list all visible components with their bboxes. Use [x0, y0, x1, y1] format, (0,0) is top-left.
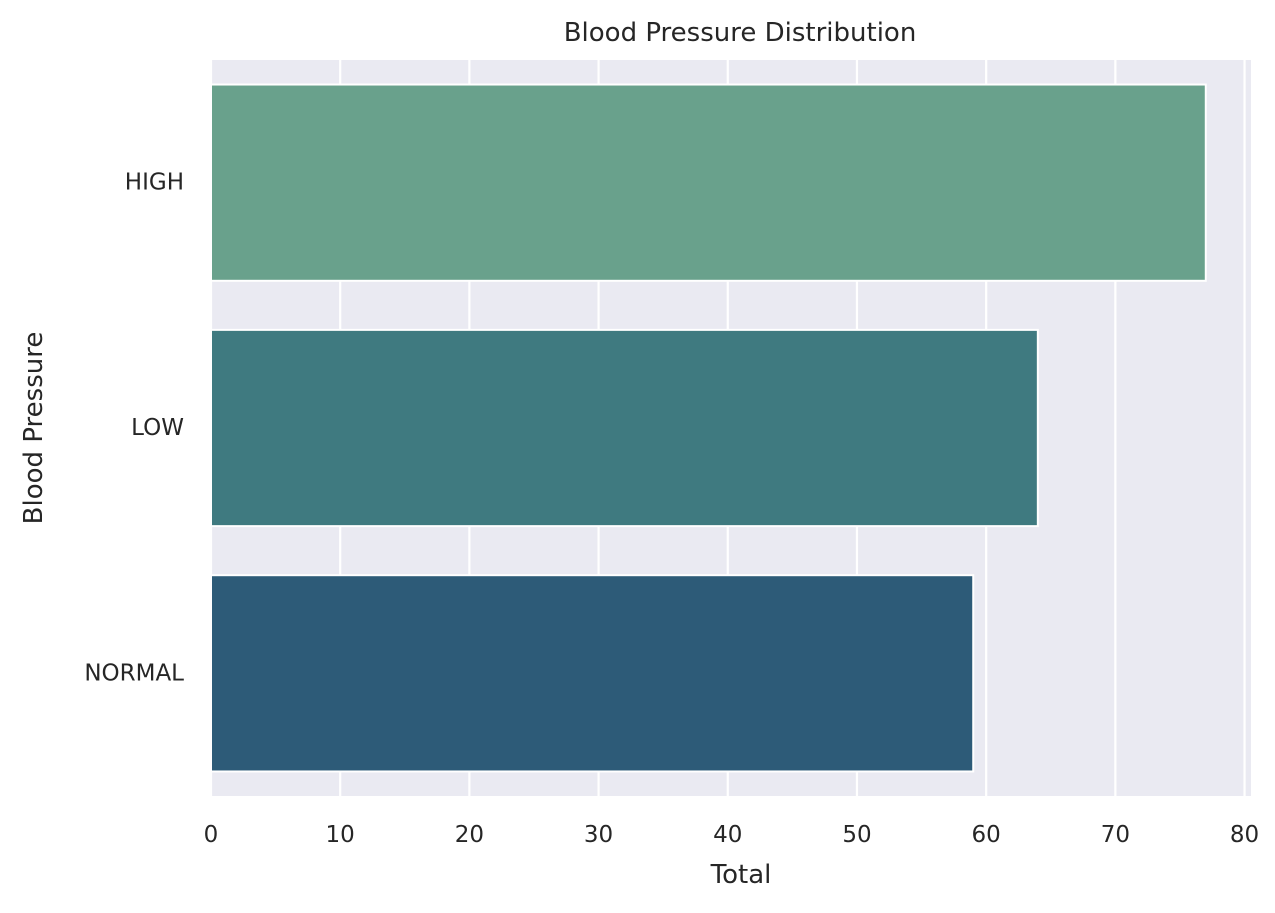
bar-normal — [210, 574, 975, 773]
x-tick-label: 10 — [326, 822, 355, 848]
x-tick-label: 40 — [713, 822, 742, 848]
x-tick-label: 0 — [204, 822, 219, 848]
y-tick-label: HIGH — [125, 170, 184, 196]
bar-low — [210, 328, 1039, 528]
bars-group — [210, 83, 1207, 773]
x-tick-labels: 0 10 20 30 40 50 60 70 80 — [204, 822, 1260, 848]
y-tick-labels: HIGH LOW NORMAL — [84, 170, 184, 687]
bar-high — [210, 83, 1207, 282]
y-tick-label: NORMAL — [84, 660, 184, 686]
x-tick-label: 70 — [1101, 822, 1130, 848]
y-axis-label: Blood Pressure — [19, 332, 49, 525]
x-tick-label: 80 — [1230, 822, 1259, 848]
x-tick-label: 60 — [972, 822, 1001, 848]
chart-title: Blood Pressure Distribution — [564, 18, 917, 48]
x-tick-label: 50 — [842, 822, 871, 848]
x-tick-label: 30 — [584, 822, 613, 848]
x-tick-label: 20 — [455, 822, 484, 848]
x-axis-label: Total — [710, 860, 772, 890]
y-tick-label: LOW — [131, 415, 184, 441]
